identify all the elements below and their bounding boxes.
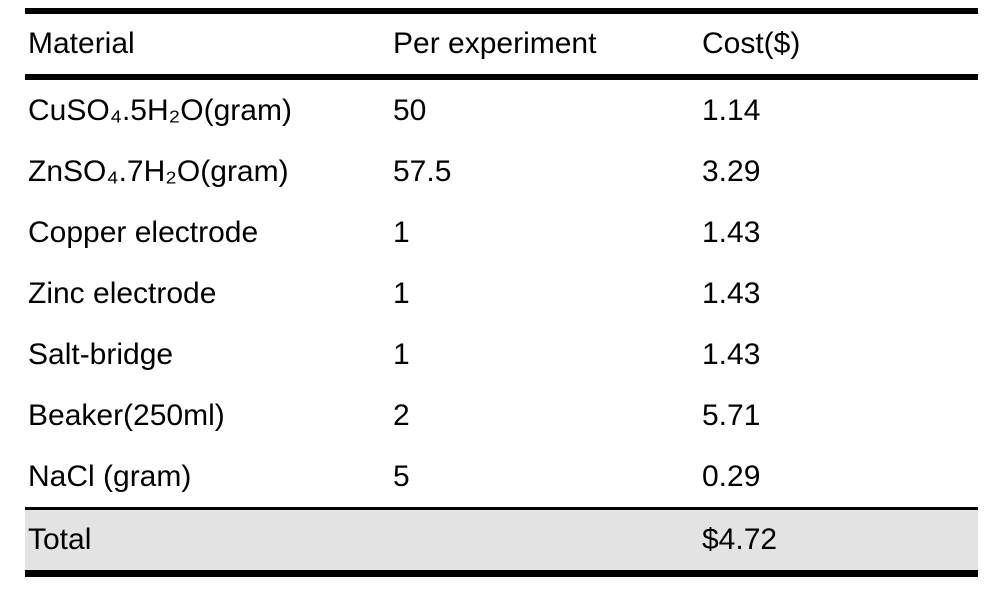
- column-header-per-experiment: Per experiment: [390, 8, 699, 80]
- per-experiment-cell: 5: [393, 459, 410, 493]
- material-cell: Copper electrode: [28, 215, 259, 249]
- per-experiment-cell: 1: [393, 215, 410, 249]
- per-experiment-cell: 57.5: [393, 154, 452, 188]
- material-cell: Salt-bridge: [28, 337, 174, 371]
- table-header: Material Per experiment Cost($): [25, 8, 978, 80]
- table-row: Zinc electrode 1 1.43: [25, 263, 978, 324]
- materials-cost-table: Material Per experiment Cost($) CuSO₄.5H…: [25, 8, 978, 577]
- cost-cell: 1.43: [702, 276, 761, 310]
- per-experiment-cell: 1: [393, 337, 410, 371]
- cost-cell: 1.14: [702, 93, 761, 127]
- material-cell: Beaker(250ml): [28, 398, 225, 432]
- total-row: Total $4.72: [25, 507, 978, 577]
- material-cell: CuSO₄.5H₂O(gram): [28, 93, 292, 127]
- materials-cost-table-wrap: Material Per experiment Cost($) CuSO₄.5H…: [25, 8, 978, 577]
- per-experiment-cell: 1: [393, 276, 410, 310]
- column-header-cost: Cost($): [699, 8, 978, 80]
- cost-cell: 0.29: [702, 459, 761, 493]
- table-row: Copper electrode 1 1.43: [25, 202, 978, 263]
- header-row: Material Per experiment Cost($): [25, 8, 978, 80]
- column-header-material: Material: [25, 8, 390, 80]
- cost-cell: 1.43: [702, 215, 761, 249]
- total-cost-cell: $4.72: [699, 507, 978, 577]
- table-row: ZnSO₄.7H₂O(gram) 57.5 3.29: [25, 141, 978, 202]
- total-label-cell: Total: [25, 507, 390, 577]
- per-experiment-cell: 50: [393, 93, 427, 127]
- cost-cell: 1.43: [702, 337, 761, 371]
- total-per-experiment-cell: [390, 507, 699, 577]
- table-row: Salt-bridge 1 1.43: [25, 324, 978, 385]
- table-row: CuSO₄.5H₂O(gram) 50 1.14: [25, 77, 978, 141]
- material-cell: Zinc electrode: [28, 276, 217, 310]
- table-row: NaCl (gram) 5 0.29: [25, 446, 978, 509]
- material-cell: NaCl (gram): [28, 459, 192, 493]
- cost-cell: 3.29: [702, 154, 761, 188]
- table-body: CuSO₄.5H₂O(gram) 50 1.14 ZnSO₄.7H₂O(gram…: [25, 77, 978, 577]
- per-experiment-cell: 2: [393, 398, 410, 432]
- cost-cell: 5.71: [702, 398, 761, 432]
- table-row: Beaker(250ml) 2 5.71: [25, 385, 978, 446]
- material-cell: ZnSO₄.7H₂O(gram): [28, 154, 289, 188]
